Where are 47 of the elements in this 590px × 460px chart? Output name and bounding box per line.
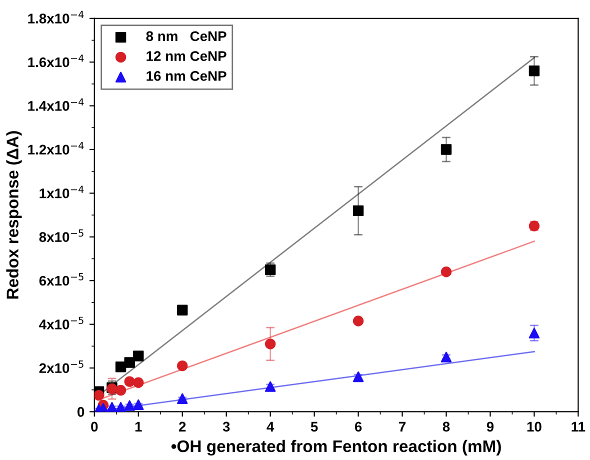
point <box>124 357 135 368</box>
x-tick-label: 10 <box>527 422 542 432</box>
y-tick-label: 8x10$^{−5}$ <box>39 229 84 242</box>
x-tick-label: 3 <box>222 422 230 432</box>
point <box>528 328 540 338</box>
point <box>528 65 540 76</box>
point <box>133 350 144 362</box>
y-tick-label: 1x10$^{−4}$ <box>40 186 84 198</box>
x-tick-label: 8 <box>442 422 450 432</box>
point <box>352 205 364 216</box>
point <box>115 384 126 396</box>
point <box>177 393 188 404</box>
x-tick-label: 9 <box>486 422 494 432</box>
point <box>352 316 364 326</box>
x-tick-label: 4 <box>266 422 274 432</box>
point <box>177 304 188 316</box>
point <box>264 338 276 350</box>
y-tick-label: 2x10$^{−5}$ <box>39 360 84 374</box>
y-tick-label: 6x10$^{−5}$ <box>39 273 84 286</box>
y-tick-label: 0 <box>78 407 84 417</box>
y-tick-label: 1.2x10$^{−4}$ <box>28 142 84 155</box>
point <box>124 376 135 387</box>
point <box>177 360 188 372</box>
y-tick-label: 1.6x10$^{−4}$ <box>28 54 84 68</box>
point <box>352 371 364 382</box>
point <box>94 390 104 401</box>
x-tick-label: 6 <box>354 422 362 432</box>
legend-label: 12 nm CeNP <box>146 51 226 61</box>
point <box>133 377 144 388</box>
legend-label: 16 nm CeNP <box>146 71 226 81</box>
point <box>440 144 452 155</box>
x-tick-label: 7 <box>399 422 406 432</box>
x-tick-label: 5 <box>310 422 318 432</box>
x-axis-title: •OH generated from Fenton reaction (mM) <box>171 440 501 456</box>
x-tick-label: 2 <box>178 422 186 432</box>
y-tick-label: 4x10$^{−5}$ <box>39 316 84 330</box>
point <box>440 352 452 362</box>
y-axis-title: Redox response (ΔA) <box>6 131 22 299</box>
point <box>440 266 452 278</box>
y-tick-label: 1.4x10$^{−4}$ <box>28 98 84 111</box>
x-tick-label: 0 <box>91 422 98 432</box>
x-tick-label: 1 <box>135 422 142 432</box>
point <box>115 362 126 372</box>
legend-label: 8 nm CeNP <box>146 31 226 42</box>
y-tick-label: 1.8x10$^{−4}$ <box>28 10 84 24</box>
point <box>264 381 276 392</box>
x-tick-label: 11 <box>572 422 586 432</box>
